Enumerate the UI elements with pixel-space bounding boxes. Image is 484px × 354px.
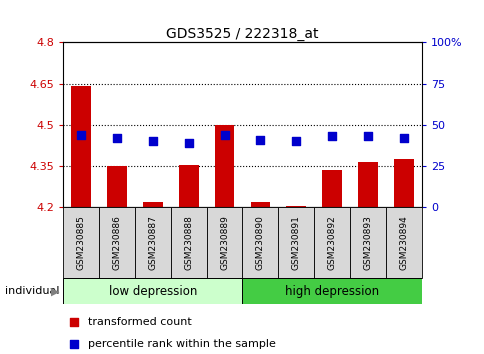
Point [70, 319, 77, 325]
Bar [322, 170, 341, 207]
Text: GSM230889: GSM230889 [220, 215, 228, 270]
Point [256, 137, 264, 142]
Text: low depression: low depression [108, 285, 197, 298]
Text: ▶: ▶ [51, 286, 60, 296]
Point [399, 135, 407, 141]
Bar [242, 207, 278, 278]
Bar [314, 207, 349, 278]
Text: GSM230887: GSM230887 [148, 215, 157, 270]
Bar [393, 159, 413, 207]
Text: GSM230886: GSM230886 [112, 215, 121, 270]
Text: percentile rank within the sample: percentile rank within the sample [88, 339, 275, 349]
Bar [206, 207, 242, 278]
Point [149, 138, 156, 144]
Point [77, 132, 85, 137]
Text: individual: individual [5, 286, 59, 296]
Text: high depression: high depression [285, 285, 378, 298]
Point [70, 341, 77, 347]
Point [184, 140, 192, 146]
Text: GSM230892: GSM230892 [327, 215, 336, 270]
Point [328, 133, 335, 139]
Text: GSM230894: GSM230894 [399, 215, 408, 270]
Bar [358, 162, 377, 207]
Title: GDS3525 / 222318_at: GDS3525 / 222318_at [166, 28, 318, 41]
Bar [214, 125, 234, 207]
Bar [170, 207, 206, 278]
Bar [250, 202, 270, 207]
Point [220, 132, 228, 137]
Text: GSM230893: GSM230893 [363, 215, 372, 270]
Bar [63, 207, 99, 278]
Text: GSM230890: GSM230890 [256, 215, 264, 270]
Bar [71, 86, 91, 207]
Bar [179, 165, 198, 207]
Bar [385, 207, 421, 278]
Bar [349, 207, 385, 278]
Text: GSM230891: GSM230891 [291, 215, 300, 270]
Text: transformed count: transformed count [88, 317, 192, 327]
Bar [107, 166, 126, 207]
Bar [242, 278, 421, 304]
Bar [99, 207, 135, 278]
Text: GSM230888: GSM230888 [184, 215, 193, 270]
Point [292, 138, 300, 144]
Bar [286, 206, 305, 207]
Bar [63, 278, 242, 304]
Text: GSM230885: GSM230885 [76, 215, 85, 270]
Bar [143, 202, 162, 207]
Bar [135, 207, 170, 278]
Point [113, 135, 121, 141]
Point [363, 133, 371, 139]
Bar [278, 207, 314, 278]
